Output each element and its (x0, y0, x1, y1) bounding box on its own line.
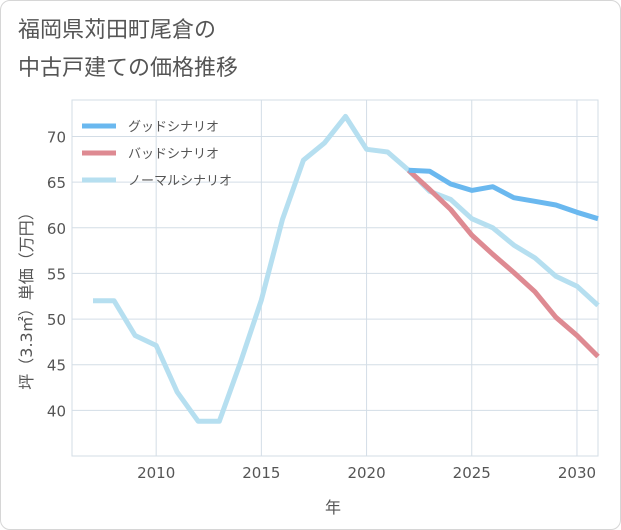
y-tick-label: 60 (47, 220, 66, 238)
series-line-2 (93, 113, 600, 424)
x-tick-label: 2015 (242, 464, 280, 482)
series-line-1 (406, 168, 600, 359)
x-axis-label: 年 (325, 498, 341, 517)
y-tick-label: 50 (47, 311, 66, 329)
grid (72, 100, 598, 456)
series-line-0 (408, 167, 599, 222)
chart-title-line1: 福岡県苅田町尾倉の (18, 18, 217, 43)
legend-label-2: ノーマルシナリオ (128, 174, 232, 189)
y-tick-label: 70 (47, 129, 66, 147)
y-tick-label: 55 (47, 265, 66, 283)
x-tick-label: 2030 (558, 464, 596, 482)
y-tick-label: 45 (47, 357, 66, 375)
chart-title-line2: 中古戸建ての価格推移 (18, 56, 239, 81)
series-lines (93, 113, 600, 424)
x-tick-label: 2020 (347, 464, 385, 482)
plot-area (71, 99, 599, 457)
y-tick-label: 65 (47, 174, 66, 192)
x-tick-label: 2010 (137, 464, 175, 482)
y-tick-label: 40 (47, 402, 66, 420)
chart-title: 福岡県苅田町尾倉の 中古戸建ての価格推移 (18, 12, 238, 88)
y-axis-label: 坪（3.3㎡）単価（万円） (17, 204, 36, 389)
x-tick-label: 2025 (453, 464, 491, 482)
legend-label-0: グッドシナリオ (128, 120, 219, 135)
legend-label-1: バッドシナリオ (128, 147, 219, 162)
axis-ticks: 2010 2015 2020 2025 2030 40 45 50 55 60 65 70 (47, 129, 596, 482)
